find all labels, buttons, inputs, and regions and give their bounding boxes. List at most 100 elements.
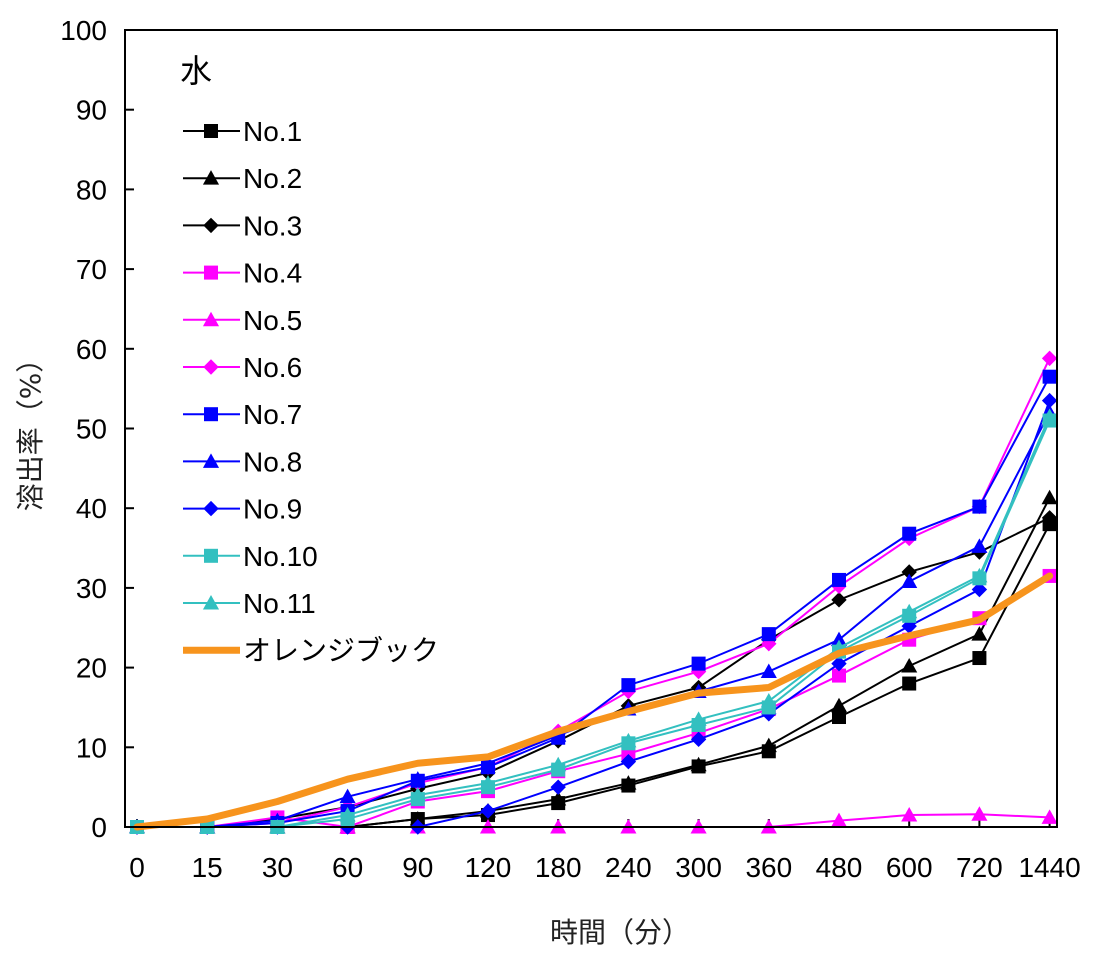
legend-marker bbox=[203, 359, 219, 375]
data-point bbox=[1041, 408, 1058, 423]
legend-marker bbox=[202, 311, 220, 327]
data-point bbox=[832, 710, 846, 725]
y-tick-label: 30 bbox=[76, 573, 107, 604]
reference-line bbox=[133, 572, 1054, 831]
y-tick-label: 10 bbox=[76, 732, 107, 763]
series-line bbox=[137, 575, 1051, 829]
data-point bbox=[830, 697, 848, 713]
legend-item: No.10 bbox=[183, 541, 318, 572]
data-point bbox=[830, 812, 848, 828]
x-axis-title: 時間（分） bbox=[550, 916, 690, 949]
x-tick-label: 30 bbox=[262, 852, 293, 883]
legend-marker bbox=[204, 124, 218, 138]
legend-label: No.6 bbox=[243, 352, 302, 383]
data-point bbox=[830, 631, 848, 647]
y-axis-title: 溶出率（%） bbox=[14, 345, 47, 512]
legend-item: No.8 bbox=[183, 446, 302, 477]
data-point bbox=[550, 779, 566, 795]
y-axis: 0 10 20 30 40 50 60 70 80 90 100 bbox=[60, 15, 134, 843]
legend-item: No.6 bbox=[183, 352, 302, 383]
data-point bbox=[831, 592, 847, 608]
legend-item: No.1 bbox=[183, 116, 302, 147]
legend-item: No.2 bbox=[183, 163, 302, 194]
data-point bbox=[480, 803, 496, 819]
legend-marker bbox=[203, 500, 219, 517]
data-point bbox=[1041, 489, 1058, 505]
data-point bbox=[409, 771, 426, 786]
legend-item: No.7 bbox=[183, 399, 302, 430]
x-tick-label: 180 bbox=[535, 852, 582, 883]
x-tick-label: 0 bbox=[129, 852, 145, 883]
data-point bbox=[479, 775, 497, 790]
data-point bbox=[760, 663, 777, 679]
data-point bbox=[902, 676, 917, 691]
x-tick-label: 240 bbox=[605, 852, 652, 883]
legend-item: No.11 bbox=[183, 588, 316, 619]
legend-item: No.3 bbox=[183, 210, 302, 241]
data-point bbox=[1042, 369, 1057, 384]
data-point bbox=[620, 775, 637, 790]
legend-marker bbox=[204, 407, 218, 422]
data-point bbox=[972, 499, 987, 514]
data-point bbox=[971, 581, 988, 598]
data-point bbox=[971, 567, 988, 583]
legend: No.1 No.2 No.3 No.4 No.5 No.6 No.7 No.8 No.9 No.1… bbox=[183, 116, 439, 666]
data-point bbox=[971, 806, 988, 821]
legend-label: No.2 bbox=[243, 163, 302, 194]
y-tick-label: 20 bbox=[76, 653, 107, 684]
data-point bbox=[690, 731, 707, 748]
legend-label: No.10 bbox=[243, 541, 318, 572]
legend-label: No.3 bbox=[243, 210, 302, 241]
data-point bbox=[409, 787, 426, 802]
legend-marker bbox=[202, 594, 220, 610]
data-point bbox=[901, 603, 918, 619]
data-point bbox=[1041, 350, 1058, 367]
data-point bbox=[409, 810, 426, 826]
y-tick-label: 60 bbox=[76, 334, 107, 365]
data-point bbox=[690, 663, 707, 680]
x-tick-label: 600 bbox=[886, 852, 933, 883]
data-point bbox=[690, 711, 707, 726]
legend-marker bbox=[204, 265, 218, 280]
y-tick-label: 100 bbox=[60, 15, 107, 46]
data-point bbox=[832, 572, 846, 587]
legend-label: No.11 bbox=[243, 588, 316, 619]
y-tick-label: 50 bbox=[76, 414, 107, 445]
y-tick-label: 0 bbox=[91, 812, 107, 843]
legend-marker bbox=[203, 217, 219, 234]
data-point bbox=[831, 655, 847, 672]
data-point bbox=[761, 635, 777, 652]
data-point bbox=[972, 651, 987, 666]
data-point bbox=[550, 791, 567, 806]
data-point bbox=[691, 656, 706, 671]
x-tick-label: 60 bbox=[332, 852, 363, 883]
series-line bbox=[137, 416, 1051, 828]
data-point bbox=[339, 788, 356, 804]
data-point bbox=[760, 737, 777, 753]
data-point bbox=[690, 756, 707, 772]
legend-item: オレンジブック bbox=[183, 635, 439, 666]
data-point bbox=[479, 755, 497, 770]
y-tick-label: 80 bbox=[76, 174, 107, 205]
legend-item: No.5 bbox=[183, 305, 302, 336]
x-tick-label: 360 bbox=[745, 852, 792, 883]
x-axis: 0 15 30 60 90 120 180 240 300 360 480 600 720 1440 bbox=[129, 819, 1081, 883]
legend-label: No.8 bbox=[243, 446, 302, 477]
data-point bbox=[901, 657, 918, 673]
data-point bbox=[339, 806, 356, 822]
data-point bbox=[620, 753, 637, 770]
legend-label: No.7 bbox=[243, 399, 302, 430]
data-point bbox=[1041, 510, 1058, 526]
data-point bbox=[971, 538, 988, 553]
data-point bbox=[620, 732, 637, 748]
data-point bbox=[1041, 809, 1058, 824]
data-point bbox=[832, 668, 846, 683]
y-tick-label: 70 bbox=[76, 254, 107, 285]
data-point bbox=[1041, 392, 1058, 409]
legend-label: No.5 bbox=[243, 305, 302, 336]
legend-label: オレンジブック bbox=[243, 635, 439, 666]
x-tick-label: 1440 bbox=[1018, 852, 1080, 883]
data-point bbox=[901, 573, 918, 588]
x-tick-label: 15 bbox=[192, 852, 223, 883]
